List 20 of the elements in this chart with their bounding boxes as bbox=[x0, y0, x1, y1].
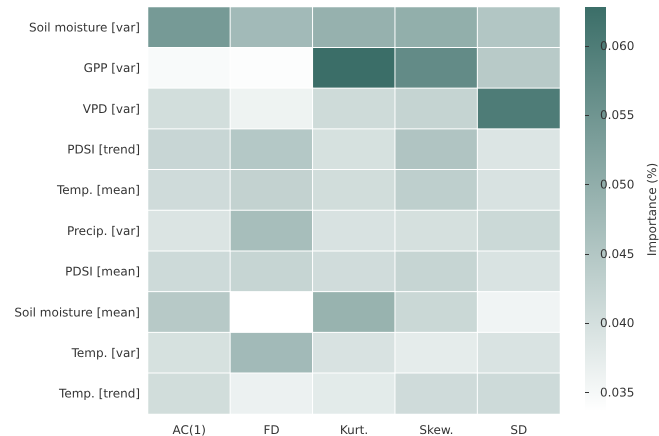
x-tick-label: Skew. bbox=[419, 423, 454, 436]
x-tick-label: SD bbox=[510, 423, 528, 436]
color-bar-title: Importance (%) bbox=[645, 162, 659, 256]
y-tick-label: PDSI [trend] bbox=[67, 142, 140, 156]
color-bar-label: 0.035 bbox=[600, 386, 634, 400]
y-tick-label: Temp. [mean] bbox=[56, 183, 140, 198]
y-tick-label: VPD [var] bbox=[82, 102, 140, 116]
color-bar-label: 0.045 bbox=[600, 246, 634, 261]
y-tick-label: PDSI [mean] bbox=[65, 264, 140, 279]
y-tick-label: Soil moisture [var] bbox=[29, 20, 140, 34]
color-bar-label: 0.050 bbox=[600, 178, 634, 192]
x-tick-label: FD bbox=[264, 423, 280, 436]
y-tick-label: Soil moisture [mean] bbox=[14, 305, 140, 320]
y-tick-label: GPP [var] bbox=[84, 61, 140, 76]
x-tick-label: Kurt. bbox=[340, 423, 368, 436]
y-tick-label: Temp. [var] bbox=[70, 346, 140, 360]
color-bar-label: 0.040 bbox=[600, 316, 634, 330]
y-tick-label: Precip. [var] bbox=[66, 224, 140, 238]
x-tick-label: AC(1) bbox=[172, 423, 206, 436]
y-tick-label: Temp. [trend] bbox=[58, 386, 140, 401]
